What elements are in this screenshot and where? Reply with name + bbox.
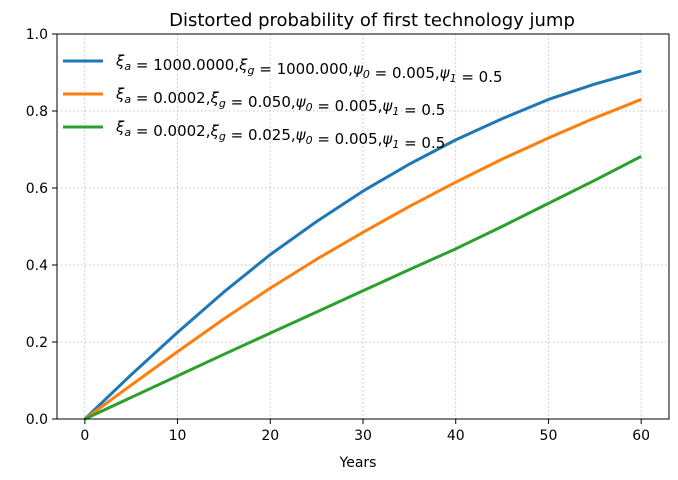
x-tick-label: 40 <box>447 428 465 444</box>
y-tick-label: 0.6 <box>26 181 48 197</box>
x-tick-label: 10 <box>169 428 187 444</box>
x-tick-label: 50 <box>540 428 558 444</box>
axis-ticks: 0 10 20 30 40 50 60 0.0 0.2 0.4 0.6 0.8 1.0 <box>26 27 650 444</box>
y-tick-label: 0.4 <box>26 258 48 274</box>
legend-entry-3: ξa = 0.0002,ξg = 0.025,ψ0 = 0.005,ψ1 = 0… <box>115 118 445 152</box>
grid <box>57 33 669 420</box>
y-tick-label: 0.8 <box>26 104 48 120</box>
y-tick-label: 0.2 <box>26 335 48 351</box>
series-line-2 <box>83 98 642 421</box>
legend-entry-2: ξa = 0.0002,ξg = 0.050,ψ0 = 0.005,ψ1 = 0… <box>115 85 445 119</box>
x-tick-label: 30 <box>354 428 372 444</box>
legend: ξa = 1000.0000,ξg = 1000.000,ψ0 = 0.005,… <box>63 52 503 152</box>
y-tick-label: 0.0 <box>26 412 48 428</box>
x-tick-label: 20 <box>261 428 279 444</box>
y-tick-label: 1.0 <box>26 27 48 43</box>
x-tick-label: 0 <box>80 428 89 444</box>
series-line-1 <box>83 69 642 421</box>
legend-entry-1: ξa = 1000.0000,ξg = 1000.000,ψ0 = 0.005,… <box>115 52 503 86</box>
x-tick-label: 60 <box>632 428 650 444</box>
chart-title: Distorted probability of first technolog… <box>169 10 575 31</box>
series-lines <box>83 69 642 421</box>
series-line-3 <box>84 155 642 421</box>
x-axis-label: Years <box>339 455 377 471</box>
